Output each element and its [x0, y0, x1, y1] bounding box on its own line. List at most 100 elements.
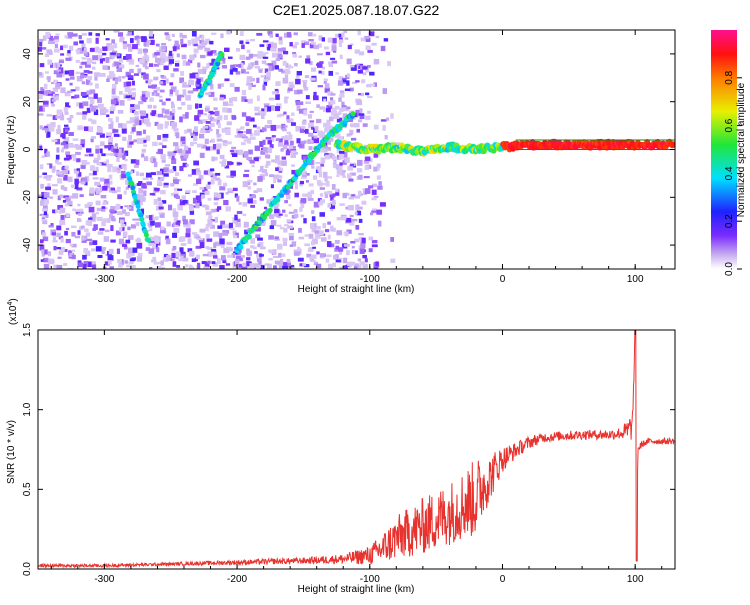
heatmap-cell: [124, 260, 128, 264]
heatmap-cell: [88, 96, 94, 100]
heatmap-cell: [336, 148, 341, 154]
heatmap-cell: [162, 133, 169, 138]
heatmap-cell: [358, 113, 365, 116]
heatmap-cell: [38, 93, 43, 100]
heatmap-cell: [309, 43, 314, 49]
heatmap-cell: [39, 105, 43, 112]
heatmap-cell: [199, 54, 206, 59]
heatmap-cell: [339, 203, 345, 206]
heatmap-cell: [76, 168, 80, 172]
heatmap-cell: [235, 222, 241, 228]
heatmap-cell: [286, 190, 291, 193]
heatmap-cell: [178, 258, 183, 262]
heatmap-cell: [224, 229, 230, 234]
heatmap-cell: [283, 262, 288, 268]
heatmap-cell: [227, 161, 232, 166]
heatmap-cell: [74, 184, 79, 190]
heatmap-cell: [221, 128, 228, 133]
heatmap-cell: [271, 135, 276, 138]
heatmap-cell: [187, 238, 192, 245]
heatmap-cell: [46, 114, 53, 117]
heatmap-cell: [246, 128, 252, 134]
heatmap-cell: [48, 175, 53, 178]
heatmap-cell: [257, 51, 264, 54]
heatmap-cell: [58, 235, 64, 240]
heatmap-cell: [269, 251, 274, 254]
heatmap-cell: [141, 36, 147, 42]
heatmap-cell: [246, 257, 251, 261]
heatmap-cell: [265, 136, 272, 140]
heatmap-cell: [327, 176, 333, 179]
heatmap-cell: [193, 160, 199, 166]
heatmap-cell: [143, 57, 150, 62]
heatmap-cell: [366, 39, 370, 42]
heatmap-cell: [217, 258, 221, 265]
heatmap-cell: [251, 194, 257, 199]
heatmap-cell: [246, 250, 252, 257]
heatmap-cell: [171, 155, 175, 160]
heatmap-cell: [222, 230, 227, 234]
heatmap-cell: [262, 139, 266, 145]
y-tick-label: -40: [22, 237, 33, 252]
heatmap-cell: [147, 85, 153, 89]
heatmap-cell: [108, 144, 114, 151]
heatmap-cell: [82, 50, 87, 54]
heatmap-cell: [87, 75, 93, 81]
heatmap-cell: [210, 117, 215, 122]
heatmap-cell: [332, 199, 336, 206]
heatmap-cell: [221, 255, 226, 261]
heatmap-cell: [145, 215, 150, 219]
heatmap-cell: [99, 186, 103, 193]
heatmap-cell: [277, 141, 283, 147]
heatmap-cell: [189, 219, 195, 225]
heatmap-cell: [83, 261, 89, 266]
heatmap-cell: [51, 139, 58, 142]
heatmap-cell: [44, 148, 48, 154]
heatmap-cell: [250, 245, 255, 249]
heatmap-cell: [208, 91, 215, 97]
heatmap-cell: [207, 50, 213, 56]
heatmap-cell: [39, 244, 45, 251]
snr-series-line: [38, 330, 675, 569]
heatmap-cell: [74, 178, 79, 185]
heatmap-cell: [76, 158, 81, 163]
heatmap-cell: [148, 248, 155, 254]
heatmap-cell: [56, 171, 63, 175]
heatmap-cell: [87, 71, 93, 74]
heatmap-cell: [121, 209, 127, 214]
heatmap-cell: [102, 201, 106, 206]
heatmap-cell: [322, 145, 329, 150]
heatmap-cell: [262, 40, 269, 43]
colorbar: 0.00.20.40.60.8 Normalized spectral ampl…: [711, 30, 747, 276]
heatmap-cell: [371, 244, 378, 248]
heatmap-cell: [207, 260, 211, 264]
heatmap-cell: [320, 199, 326, 204]
heatmap-cell: [96, 54, 103, 61]
heatmap-cell: [44, 249, 48, 255]
heatmap-cell: [43, 263, 50, 269]
heatmap-cell: [254, 130, 260, 136]
heatmap-cell: [225, 246, 232, 250]
heatmap-cell: [182, 215, 186, 222]
heatmap-cell: [144, 66, 149, 70]
heatmap-cell: [187, 90, 194, 94]
heatmap-cell: [281, 136, 287, 140]
heatmap-cell: [127, 226, 131, 231]
heatmap-cell: [77, 181, 81, 184]
figure-title: C2E1.2025.087.18.07.G22: [273, 2, 440, 18]
heatmap-cell: [65, 78, 70, 81]
heatmap-cell: [42, 100, 49, 105]
heatmap-cell: [232, 187, 238, 192]
heatmap-cell: [283, 50, 289, 55]
heatmap-cell: [330, 93, 336, 96]
heatmap-cell: [196, 178, 202, 185]
heatmap-cell: [189, 250, 195, 257]
heatmap-cell: [52, 209, 57, 214]
heatmap-cell: [227, 188, 232, 191]
heatmap-cell: [260, 113, 265, 120]
heatmap-cell: [304, 128, 309, 134]
heatmap-cell: [227, 141, 232, 145]
heatmap-cell: [229, 83, 235, 88]
heatmap-cell: [203, 266, 209, 269]
heatmap-cell: [179, 247, 184, 253]
